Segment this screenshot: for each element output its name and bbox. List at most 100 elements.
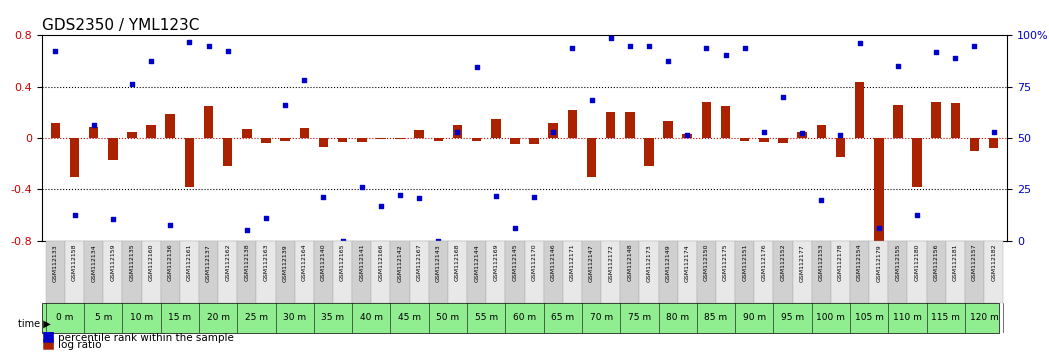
Point [698, 45, 714, 51]
Bar [377, 138, 386, 139]
Text: GSM112154: GSM112154 [857, 244, 862, 281]
Text: 20 m: 20 m [207, 313, 230, 322]
Bar [108, 138, 117, 160]
Text: time ▶: time ▶ [18, 319, 50, 329]
Text: GSM112162: GSM112162 [226, 244, 230, 281]
Point [890, 63, 906, 69]
Text: GSM112156: GSM112156 [934, 244, 939, 281]
Bar [913, 138, 922, 187]
Bar [969, 138, 980, 151]
Text: GSM112181: GSM112181 [952, 244, 958, 281]
FancyBboxPatch shape [889, 241, 907, 303]
FancyBboxPatch shape [46, 241, 65, 303]
Text: 85 m: 85 m [705, 313, 728, 322]
Bar [663, 121, 672, 138]
Bar [433, 138, 443, 141]
Text: 50 m: 50 m [436, 313, 459, 322]
FancyBboxPatch shape [352, 241, 371, 303]
Point [564, 45, 581, 51]
Bar [50, 123, 60, 138]
Bar [568, 110, 577, 138]
FancyBboxPatch shape [486, 241, 506, 303]
Point [315, 194, 331, 200]
FancyBboxPatch shape [390, 241, 409, 303]
Point [354, 184, 370, 190]
Text: 65 m: 65 m [551, 313, 575, 322]
Text: GSM112138: GSM112138 [244, 244, 250, 281]
Point [372, 203, 389, 209]
Bar [932, 102, 941, 138]
Text: GSM112176: GSM112176 [762, 244, 767, 281]
Text: 5 m: 5 m [94, 313, 112, 322]
Text: GDS2350 / YML123C: GDS2350 / YML123C [42, 18, 199, 33]
Point [277, 102, 294, 108]
FancyBboxPatch shape [467, 241, 486, 303]
Point [507, 225, 523, 231]
Text: GSM112158: GSM112158 [72, 244, 77, 281]
Bar [874, 138, 883, 251]
FancyBboxPatch shape [314, 241, 333, 303]
Text: GSM112166: GSM112166 [379, 244, 383, 281]
Text: percentile rank within the sample: percentile rank within the sample [58, 333, 234, 343]
FancyBboxPatch shape [506, 241, 524, 303]
Text: 10 m: 10 m [130, 313, 153, 322]
Bar [836, 138, 845, 157]
Text: 0 m: 0 m [57, 313, 73, 322]
Point [391, 192, 408, 198]
FancyBboxPatch shape [218, 241, 237, 303]
Text: 115 m: 115 m [932, 313, 960, 322]
Point [47, 48, 64, 54]
Point [813, 197, 830, 202]
FancyBboxPatch shape [716, 241, 735, 303]
FancyBboxPatch shape [678, 241, 697, 303]
FancyBboxPatch shape [237, 241, 256, 303]
Text: GSM112169: GSM112169 [493, 244, 498, 281]
Text: 60 m: 60 m [513, 313, 536, 322]
Text: 25 m: 25 m [244, 313, 267, 322]
Text: log ratio: log ratio [58, 341, 101, 350]
Bar [185, 138, 194, 187]
Point [162, 223, 178, 228]
Point [219, 48, 236, 54]
Text: 40 m: 40 m [360, 313, 383, 322]
FancyBboxPatch shape [543, 241, 563, 303]
Text: GSM112165: GSM112165 [340, 244, 345, 281]
Text: GSM112135: GSM112135 [129, 244, 134, 281]
FancyBboxPatch shape [697, 241, 716, 303]
Point [430, 238, 447, 244]
Bar [491, 119, 500, 138]
Bar [644, 138, 654, 166]
Bar [683, 134, 692, 138]
Text: GSM112143: GSM112143 [435, 244, 441, 281]
Bar [816, 125, 827, 138]
Point [736, 45, 753, 51]
Bar [338, 138, 347, 142]
Point [966, 43, 983, 48]
Text: 35 m: 35 m [321, 313, 344, 322]
Text: 70 m: 70 m [590, 313, 613, 322]
Text: GSM112164: GSM112164 [302, 244, 306, 281]
FancyBboxPatch shape [735, 241, 754, 303]
FancyBboxPatch shape [409, 241, 429, 303]
Text: GSM112178: GSM112178 [838, 244, 843, 281]
FancyBboxPatch shape [965, 241, 984, 303]
Point [143, 58, 159, 64]
Text: GSM112180: GSM112180 [915, 244, 920, 281]
FancyBboxPatch shape [620, 241, 640, 303]
Point [718, 52, 734, 57]
Text: GSM112182: GSM112182 [991, 244, 997, 281]
Bar [510, 138, 519, 144]
Text: GSM112146: GSM112146 [551, 244, 556, 281]
Bar [740, 138, 749, 141]
Text: GSM112171: GSM112171 [570, 244, 575, 281]
Bar [166, 114, 175, 138]
FancyBboxPatch shape [524, 241, 543, 303]
FancyBboxPatch shape [870, 241, 889, 303]
Point [794, 130, 811, 136]
Bar [146, 125, 156, 138]
Bar [395, 138, 405, 139]
Text: GSM112148: GSM112148 [627, 244, 633, 281]
Point [583, 97, 600, 102]
FancyBboxPatch shape [142, 241, 160, 303]
Point [488, 193, 505, 199]
